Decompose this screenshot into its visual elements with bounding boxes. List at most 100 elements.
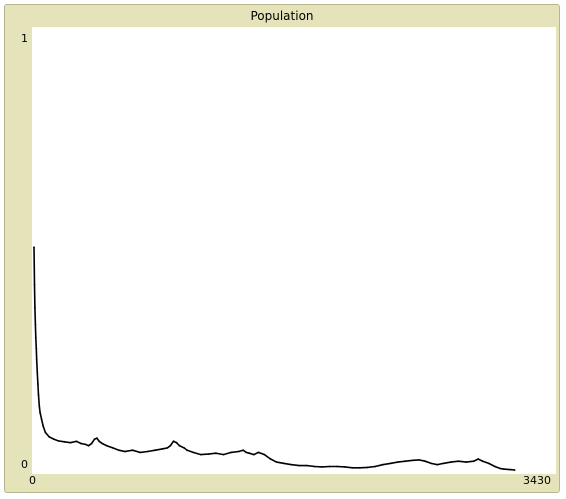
population-data-point bbox=[500, 467, 502, 470]
population-data-point bbox=[35, 347, 38, 350]
plot-title: Population bbox=[250, 9, 314, 23]
population-data-point bbox=[237, 450, 240, 453]
population-data-point bbox=[430, 462, 433, 465]
population-data-point bbox=[436, 463, 439, 466]
population-data-point bbox=[39, 411, 41, 414]
population-data-point bbox=[450, 461, 452, 463]
population-data-point bbox=[487, 462, 490, 465]
population-data-point bbox=[359, 466, 361, 469]
population-data-point bbox=[424, 460, 426, 463]
population-data-point bbox=[118, 449, 120, 452]
population-data-point bbox=[48, 436, 51, 438]
population-data-point bbox=[84, 443, 87, 446]
population-data-point bbox=[321, 466, 323, 468]
population-data-point bbox=[101, 442, 104, 445]
population-data-point bbox=[351, 466, 354, 469]
population-data-point bbox=[381, 463, 384, 466]
population-data-point bbox=[477, 458, 480, 460]
population-data-point bbox=[222, 453, 225, 456]
y-axis-min-label: 0 bbox=[21, 458, 28, 471]
population-data-point bbox=[37, 383, 39, 385]
population-data-point bbox=[40, 418, 43, 421]
population-data-point bbox=[98, 440, 101, 443]
population-data-point bbox=[465, 461, 467, 463]
population-data-point bbox=[146, 450, 149, 453]
population-data-point bbox=[33, 246, 35, 249]
population-data-point bbox=[52, 438, 55, 440]
population-data-point bbox=[69, 441, 72, 444]
population-data-point bbox=[183, 447, 186, 449]
population-data-point bbox=[275, 461, 278, 463]
population-data-point bbox=[396, 461, 399, 463]
population-data-point bbox=[248, 452, 251, 455]
population-data-point bbox=[242, 449, 245, 452]
population-data-point bbox=[44, 431, 47, 434]
population-data-point bbox=[263, 453, 266, 456]
population-data-point bbox=[412, 459, 414, 462]
population-data-point bbox=[328, 465, 331, 468]
population-data-point bbox=[192, 451, 195, 454]
population-data-point bbox=[283, 462, 285, 465]
population-data-point bbox=[199, 453, 202, 456]
population-data-point bbox=[494, 465, 496, 468]
population-data-point bbox=[257, 451, 260, 454]
population-data-point bbox=[57, 440, 60, 442]
x-axis-min-label: 0 bbox=[29, 474, 36, 487]
population-data-point bbox=[63, 440, 66, 443]
population-data-point bbox=[42, 425, 44, 427]
population-data-point bbox=[245, 451, 248, 454]
population-data-point bbox=[389, 462, 392, 465]
plot-area bbox=[32, 27, 556, 474]
population-data-point bbox=[374, 465, 376, 468]
population-data-point bbox=[105, 444, 108, 447]
population-data-point bbox=[513, 469, 516, 471]
population-data-point bbox=[230, 451, 233, 454]
population-data-point bbox=[166, 447, 169, 449]
population-line-chart bbox=[33, 246, 516, 471]
population-data-point bbox=[93, 438, 96, 440]
population-data-point bbox=[186, 449, 189, 452]
population-data-point bbox=[207, 453, 210, 455]
population-data-point bbox=[313, 465, 316, 468]
population-plot-widget: Population 1 0 0 3430 bbox=[4, 4, 560, 493]
population-data-point bbox=[175, 441, 178, 444]
population-data-point bbox=[75, 440, 78, 443]
population-data-point bbox=[457, 460, 460, 463]
population-data-point bbox=[269, 458, 272, 460]
population-data-point bbox=[38, 405, 41, 407]
population-data-point bbox=[36, 372, 39, 374]
population-data-point bbox=[366, 466, 369, 469]
population-data-point bbox=[35, 358, 38, 361]
population-data-point bbox=[336, 465, 339, 468]
population-data-point bbox=[418, 459, 420, 461]
population-data-point bbox=[306, 464, 308, 467]
population-series-line bbox=[33, 247, 515, 471]
population-data-point bbox=[33, 283, 36, 286]
population-data-point bbox=[131, 449, 134, 452]
population-data-point bbox=[178, 444, 181, 447]
population-data-point bbox=[472, 460, 475, 463]
population-data-point bbox=[298, 464, 301, 467]
population-data-point bbox=[124, 450, 126, 453]
population-data-point bbox=[290, 463, 293, 466]
population-data-point bbox=[404, 460, 407, 463]
population-data-point bbox=[162, 447, 164, 450]
population-data-point bbox=[90, 442, 93, 445]
population-data-point bbox=[96, 437, 98, 440]
population-data-point bbox=[154, 449, 157, 452]
population-data-point bbox=[111, 447, 114, 449]
population-data-point bbox=[37, 394, 40, 396]
population-data-point bbox=[442, 462, 445, 465]
population-data-point bbox=[343, 466, 346, 468]
population-data-point bbox=[87, 444, 90, 447]
population-data-point bbox=[34, 306, 36, 309]
population-data-point bbox=[169, 444, 172, 447]
population-data-point bbox=[139, 451, 141, 454]
population-data-point bbox=[503, 468, 505, 470]
population-data-point bbox=[481, 460, 484, 463]
population-data-point bbox=[172, 440, 175, 443]
population-data-point bbox=[215, 452, 217, 455]
population-data-point bbox=[34, 323, 37, 326]
y-axis-max-label: 1 bbox=[21, 32, 28, 45]
x-axis-max-label: 3430 bbox=[523, 474, 551, 487]
